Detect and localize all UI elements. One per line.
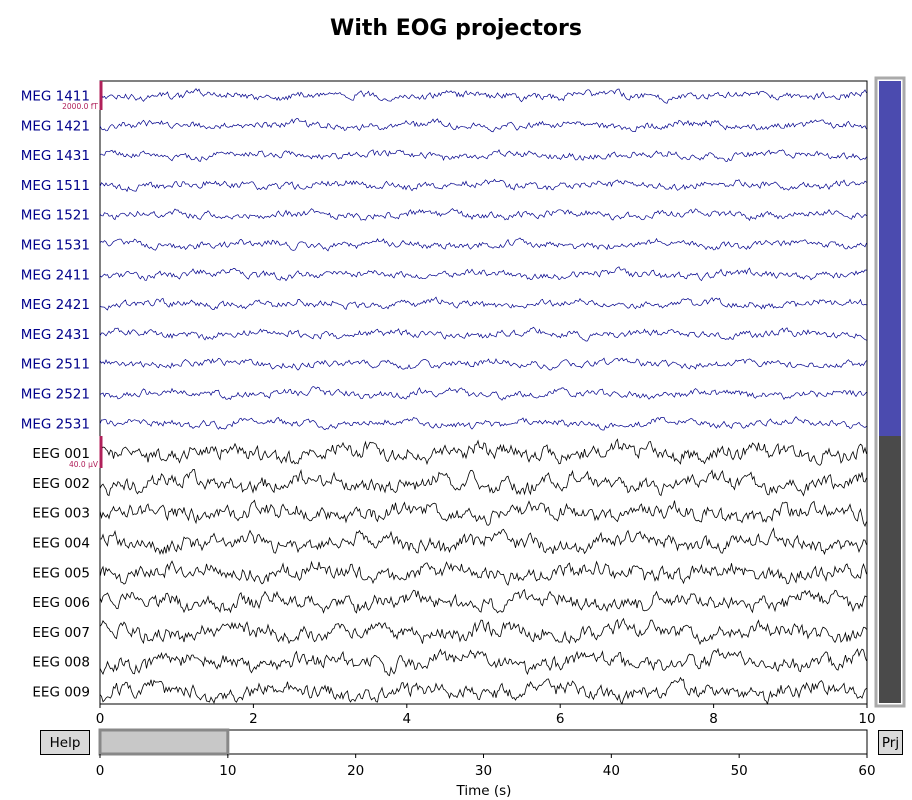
channel-label[interactable]: MEG 2521 bbox=[21, 387, 90, 403]
scale-bars: 2000.0 fT 40.0 µV bbox=[62, 81, 103, 469]
time-scrollbar[interactable]: 0 10 20 30 40 50 60 Time (s) bbox=[96, 728, 876, 799]
help-button[interactable]: Help bbox=[40, 730, 90, 755]
trace-meg-1521[interactable] bbox=[99, 208, 867, 222]
trace-meg-2521[interactable] bbox=[99, 386, 867, 401]
meg-scale-label: 2000.0 fT bbox=[62, 102, 98, 111]
channel-label[interactable]: MEG 1421 bbox=[21, 118, 90, 134]
figure-title: With EOG projectors bbox=[330, 16, 582, 41]
trace-eeg-002[interactable] bbox=[99, 468, 867, 497]
channel-label[interactable]: EEG 005 bbox=[32, 565, 90, 581]
trace-eeg-009[interactable] bbox=[99, 676, 867, 705]
channel-scrollbar-meg-block[interactable] bbox=[879, 81, 901, 436]
trace-eeg-006[interactable] bbox=[99, 588, 867, 614]
x-tick-label: 0 bbox=[96, 711, 105, 727]
channel-label[interactable]: EEG 008 bbox=[32, 655, 90, 671]
x-tick-label: 4 bbox=[403, 711, 412, 727]
projectors-button[interactable]: Prj bbox=[878, 730, 903, 755]
scroll-tick-label: 20 bbox=[347, 763, 364, 779]
scrollbar-ticks: 0 10 20 30 40 50 60 bbox=[96, 754, 876, 779]
channel-label[interactable]: EEG 009 bbox=[32, 685, 90, 701]
time-scrollbar-thumb[interactable] bbox=[98, 728, 230, 756]
trace-eeg-008[interactable] bbox=[99, 647, 867, 677]
channel-label[interactable]: MEG 1531 bbox=[21, 238, 90, 254]
channel-label[interactable]: MEG 2431 bbox=[21, 327, 90, 343]
channel-label[interactable]: MEG 2531 bbox=[21, 416, 90, 432]
trace-meg-2411[interactable] bbox=[99, 266, 867, 282]
trace-meg-1511[interactable] bbox=[99, 178, 867, 193]
x-tick-label: 6 bbox=[556, 711, 565, 727]
x-tick-label: 2 bbox=[249, 711, 258, 727]
eeg-scale-label: 40.0 µV bbox=[69, 460, 99, 469]
scroll-tick-label: 30 bbox=[475, 763, 492, 779]
channel-label[interactable]: MEG 2511 bbox=[21, 357, 90, 373]
channel-scrollbar-eeg-block[interactable] bbox=[879, 436, 901, 703]
scroll-tick-label: 40 bbox=[603, 763, 620, 779]
channel-label[interactable]: MEG 1431 bbox=[21, 148, 90, 164]
trace-meg-2511[interactable] bbox=[99, 357, 867, 371]
x-tick-label: 10 bbox=[858, 711, 875, 727]
time-axis-label: Time (s) bbox=[456, 783, 512, 799]
channel-scrollbar[interactable] bbox=[874, 76, 906, 708]
x-tick-label: 8 bbox=[709, 711, 718, 727]
trace-meg-1431[interactable] bbox=[99, 149, 867, 163]
trace-meg-2431[interactable] bbox=[99, 326, 867, 342]
trace-meg-1531[interactable] bbox=[99, 237, 867, 252]
channel-label[interactable]: EEG 002 bbox=[32, 476, 90, 492]
channel-label[interactable]: EEG 001 bbox=[32, 446, 90, 462]
trace-meg-1421[interactable] bbox=[99, 118, 867, 133]
trace-meg-2421[interactable] bbox=[99, 296, 867, 311]
channel-label[interactable]: MEG 1411 bbox=[21, 89, 90, 105]
scroll-tick-label: 60 bbox=[858, 763, 875, 779]
channel-label[interactable]: EEG 004 bbox=[32, 536, 90, 552]
channel-label[interactable]: EEG 007 bbox=[32, 625, 90, 641]
trace-meg-1411[interactable] bbox=[99, 88, 867, 104]
channel-label[interactable]: MEG 1521 bbox=[21, 208, 90, 224]
channel-label[interactable]: MEG 2411 bbox=[21, 267, 90, 283]
scroll-tick-label: 10 bbox=[219, 763, 236, 779]
trace-eeg-004[interactable] bbox=[99, 527, 867, 556]
trace-meg-2531[interactable] bbox=[99, 416, 867, 431]
traces-group bbox=[99, 88, 867, 705]
channel-label[interactable]: EEG 003 bbox=[32, 506, 90, 522]
channel-label[interactable]: EEG 006 bbox=[32, 595, 90, 611]
trace-eeg-003[interactable] bbox=[99, 499, 867, 528]
time-axis-ticks: 0 2 4 6 8 10 bbox=[96, 704, 876, 727]
scroll-tick-label: 50 bbox=[731, 763, 748, 779]
channel-label[interactable]: MEG 2421 bbox=[21, 297, 90, 313]
channel-label[interactable]: MEG 1511 bbox=[21, 178, 90, 194]
scroll-tick-label: 0 bbox=[96, 763, 105, 779]
trace-eeg-001[interactable] bbox=[99, 438, 867, 466]
channel-labels: MEG 1411 MEG 1421 MEG 1431 MEG 1511 MEG 1521… bbox=[21, 89, 90, 701]
trace-eeg-007[interactable] bbox=[99, 617, 867, 646]
trace-eeg-005[interactable] bbox=[99, 560, 867, 586]
traces-axes[interactable]: MEG 1411 MEG 1421 MEG 1431 MEG 1511 MEG 1521… bbox=[21, 80, 876, 727]
